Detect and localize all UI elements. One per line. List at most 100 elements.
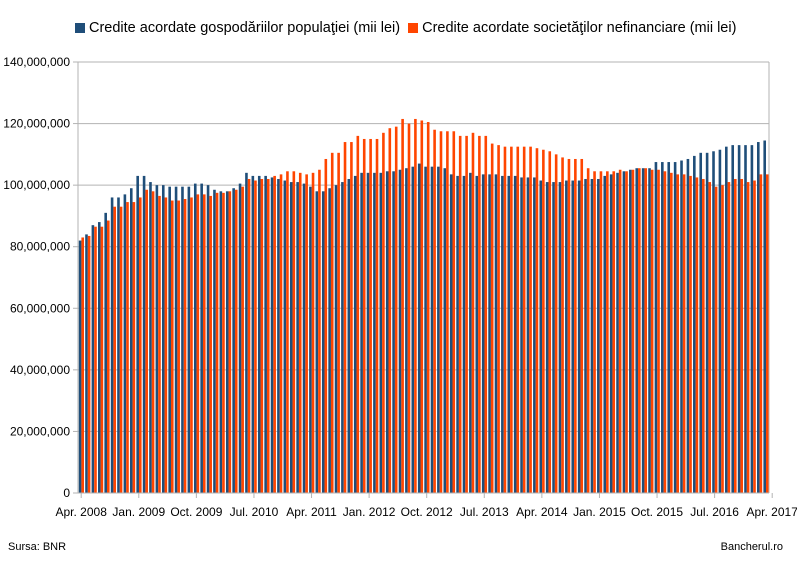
- bar-companies: [446, 131, 449, 493]
- bar-companies: [702, 178, 705, 493]
- bar-companies: [292, 171, 296, 493]
- bar-companies: [145, 189, 148, 493]
- bar-companies: [138, 197, 142, 493]
- bar-companies: [465, 135, 468, 493]
- bar-households: [424, 166, 427, 493]
- bar-households: [763, 140, 767, 493]
- bar-households: [411, 166, 415, 493]
- bar-companies: [580, 158, 584, 493]
- bar-households: [680, 160, 683, 493]
- bar-households: [264, 175, 267, 493]
- bar-companies: [266, 178, 270, 493]
- bar-companies: [554, 154, 558, 493]
- bar-companies: [458, 135, 462, 493]
- bar-companies: [599, 171, 603, 493]
- bar-households: [283, 180, 287, 493]
- y-tick-label: 140,000,000: [3, 55, 70, 69]
- bar-households: [725, 146, 728, 494]
- bar-households: [629, 169, 632, 493]
- bar-households: [302, 183, 306, 493]
- bar-households: [565, 180, 568, 493]
- bar-companies: [503, 146, 507, 494]
- bar-companies: [311, 172, 315, 494]
- bar-households: [456, 175, 459, 493]
- bar-households: [142, 175, 146, 493]
- bar-households: [161, 185, 165, 493]
- bar-households: [155, 185, 159, 493]
- bar-companies: [158, 195, 161, 494]
- bar-households: [270, 177, 274, 494]
- bar-households: [693, 155, 696, 493]
- bar-companies: [618, 169, 622, 493]
- bar-companies: [183, 198, 187, 493]
- bar-companies: [87, 235, 91, 494]
- bar-companies: [612, 171, 616, 493]
- chart-grid: [78, 61, 769, 494]
- bar-companies: [471, 132, 475, 494]
- bar-households: [648, 168, 651, 494]
- bar-companies: [94, 226, 97, 494]
- bar-companies: [439, 131, 443, 493]
- bar-households: [225, 191, 229, 494]
- bar-households: [718, 149, 722, 493]
- bar-companies: [305, 174, 308, 493]
- bar-companies: [433, 129, 436, 493]
- bar-companies: [420, 120, 424, 493]
- bar-households: [315, 191, 319, 494]
- bar-companies: [362, 138, 366, 493]
- bar-companies: [727, 182, 731, 494]
- bar-households: [667, 162, 671, 493]
- x-tick-label: Oct. 2009: [170, 505, 222, 519]
- bar-companies: [529, 146, 532, 494]
- bar-households: [257, 175, 261, 493]
- bar-households: [475, 175, 479, 493]
- bar-companies: [388, 128, 392, 494]
- bar-households: [110, 197, 114, 493]
- bar-companies: [126, 202, 129, 493]
- bar-companies: [298, 172, 302, 494]
- x-tick-label: Jan. 2012: [343, 505, 396, 519]
- bar-companies: [695, 177, 699, 494]
- bar-households: [366, 172, 370, 494]
- bar-companies: [516, 146, 520, 494]
- x-tick-label: Apr. 2014: [516, 505, 568, 519]
- bar-households: [571, 180, 575, 493]
- bar-households: [251, 175, 255, 493]
- bar-households: [296, 182, 299, 494]
- bar-households: [501, 175, 504, 493]
- bar-companies: [510, 146, 513, 494]
- bar-companies: [497, 145, 500, 493]
- bar-companies: [324, 158, 328, 493]
- bar-households: [289, 182, 293, 494]
- bar-companies: [522, 146, 526, 494]
- chart-bars: [78, 118, 769, 494]
- bar-households: [533, 177, 536, 494]
- bar-households: [245, 172, 248, 494]
- bar-companies: [286, 171, 289, 493]
- bar-households: [277, 178, 280, 493]
- bar-households: [168, 186, 171, 494]
- bar-companies: [228, 191, 232, 494]
- bar-households: [136, 175, 139, 493]
- bar-companies: [337, 152, 340, 493]
- bar-households: [309, 186, 312, 494]
- bar-companies: [234, 189, 238, 493]
- legend-label-households: Credite acordate gospodăriilor populaţie…: [89, 20, 401, 36]
- bar-companies: [81, 237, 84, 493]
- bar-households: [379, 172, 383, 494]
- bar-households: [603, 175, 607, 493]
- bar-households: [78, 240, 82, 493]
- bar-companies: [548, 151, 552, 493]
- y-tick-label: 0: [63, 486, 70, 500]
- bar-households: [174, 186, 178, 494]
- y-tick-label: 20,000,000: [10, 424, 70, 438]
- bar-companies: [586, 168, 590, 494]
- bar-households: [507, 175, 511, 493]
- bar-companies: [100, 226, 104, 494]
- bar-households: [469, 172, 472, 494]
- bar-households: [193, 183, 197, 493]
- bar-companies: [561, 157, 564, 493]
- bar-companies: [644, 168, 648, 494]
- legend-swatch-companies: [408, 23, 419, 33]
- bar-companies: [254, 180, 257, 493]
